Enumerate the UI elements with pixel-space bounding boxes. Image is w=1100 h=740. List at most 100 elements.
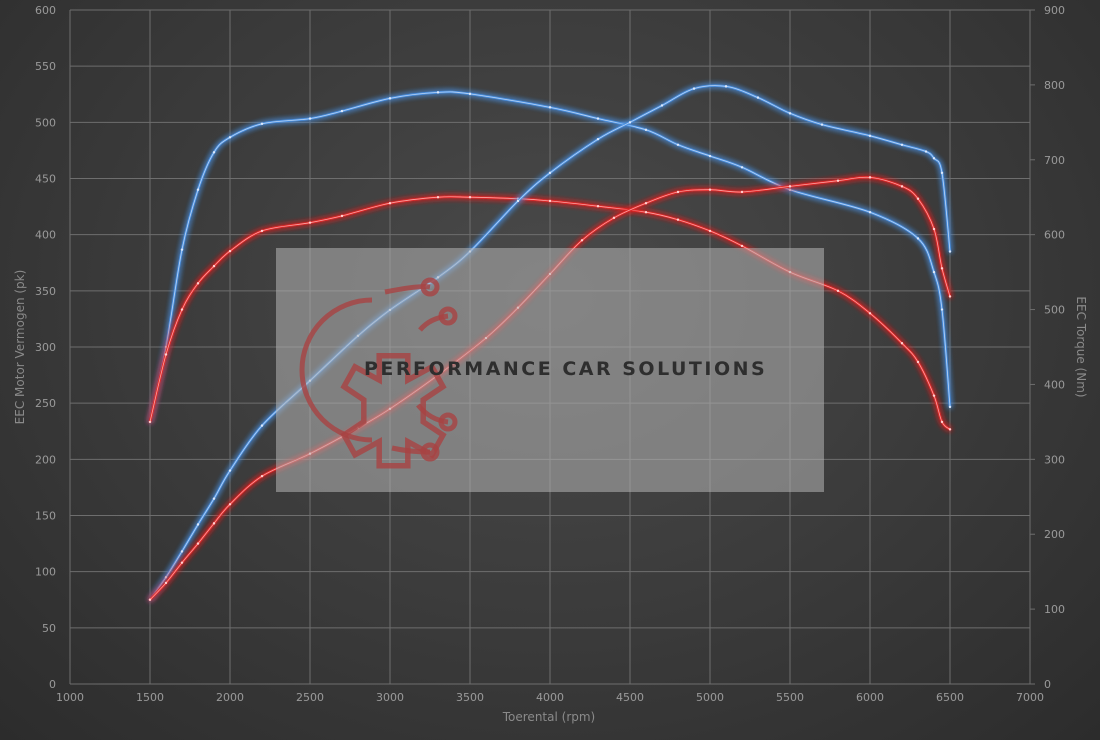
data-point	[740, 166, 744, 169]
right-tick-label: 300	[1044, 453, 1065, 466]
watermark: PERFORMANCE CAR SOLUTIONS	[276, 248, 824, 492]
series-highlight-torque_tuned	[149, 91, 951, 422]
series-highlight-power_tuned	[149, 85, 951, 601]
left-axis-ticks: 0 50 100 150 200 250 300 350 400 450 500 550 600	[35, 4, 56, 691]
data-point	[228, 136, 232, 139]
data-point	[900, 342, 904, 345]
x-tick-label: 2000	[216, 691, 244, 704]
data-point	[164, 345, 168, 349]
right-tick-label: 700	[1044, 154, 1065, 167]
x-tick-label: 3500	[456, 691, 484, 704]
data-point	[948, 428, 952, 431]
data-point	[932, 227, 936, 231]
data-point	[148, 598, 152, 601]
data-point	[868, 211, 872, 214]
data-point	[900, 143, 904, 146]
left-tick-label: 600	[35, 4, 56, 17]
data-point	[340, 109, 344, 113]
x-tick-label: 6500	[936, 691, 964, 704]
data-point	[212, 522, 216, 525]
left-tick-label: 100	[35, 566, 56, 579]
data-point	[212, 264, 216, 268]
data-point	[436, 91, 440, 94]
data-point	[644, 128, 648, 132]
data-point	[740, 244, 744, 248]
left-tick-label: 300	[35, 341, 56, 354]
data-point	[868, 176, 872, 179]
left-tick-label: 250	[35, 397, 56, 410]
data-point	[916, 360, 920, 364]
left-tick-label: 500	[35, 116, 56, 129]
data-point	[676, 218, 680, 221]
data-point	[164, 581, 168, 585]
x-tick-label: 1000	[56, 691, 84, 704]
data-point	[196, 282, 200, 285]
data-point	[724, 85, 728, 88]
right-tick-label: 500	[1044, 304, 1065, 317]
data-point	[180, 308, 184, 311]
data-point	[948, 250, 952, 253]
data-point	[308, 221, 312, 224]
data-point	[820, 123, 824, 126]
data-point	[948, 295, 952, 298]
right-tick-label: 400	[1044, 378, 1065, 391]
data-point	[940, 420, 944, 424]
data-point	[212, 497, 216, 500]
data-point	[548, 199, 552, 203]
data-point	[708, 188, 712, 191]
gear-circuit-logo-icon	[299, 277, 458, 469]
data-point	[180, 561, 184, 564]
x-tick-label: 6000	[856, 691, 884, 704]
data-point	[692, 87, 696, 90]
x-axis-ticks: 1000 1500 2000 2500 3000 3500 4000 4500 5000 5500…	[56, 691, 1044, 704]
data-point	[468, 92, 472, 96]
x-axis-title: Toerental (rpm)	[502, 710, 595, 724]
data-point	[948, 405, 952, 409]
data-point	[932, 270, 936, 274]
right-tick-label: 0	[1044, 678, 1051, 691]
left-axis-title: EEC Motor Vermogen (pk)	[13, 270, 27, 425]
data-point	[708, 229, 712, 233]
left-tick-label: 350	[35, 285, 56, 298]
data-point	[196, 542, 200, 545]
data-point	[516, 199, 520, 203]
data-point	[212, 151, 216, 154]
data-point	[580, 239, 584, 242]
right-tick-label: 100	[1044, 603, 1065, 616]
right-tick-label: 800	[1044, 79, 1065, 92]
data-point	[260, 229, 264, 233]
data-point	[788, 112, 792, 115]
data-point	[676, 190, 680, 194]
data-point	[468, 196, 472, 199]
data-point	[756, 96, 760, 99]
data-point	[596, 205, 600, 208]
x-tick-label: 3000	[376, 691, 404, 704]
data-point	[260, 122, 264, 126]
left-tick-label: 550	[35, 60, 56, 73]
data-point	[228, 249, 232, 253]
data-point	[148, 420, 152, 424]
data-point	[260, 474, 264, 478]
data-point	[708, 154, 712, 158]
data-point	[868, 134, 872, 138]
right-tick-label: 900	[1044, 4, 1065, 17]
x-tick-label: 5000	[696, 691, 724, 704]
data-point	[596, 137, 600, 141]
data-point	[868, 312, 872, 315]
left-tick-label: 50	[42, 622, 56, 635]
data-point	[308, 117, 312, 120]
data-point	[164, 576, 168, 579]
data-point	[260, 424, 264, 427]
data-point	[436, 196, 440, 199]
data-point	[548, 171, 552, 175]
right-tick-label: 200	[1044, 528, 1065, 541]
data-point	[916, 237, 920, 240]
data-point	[788, 188, 792, 191]
data-point	[340, 214, 344, 218]
data-point	[940, 171, 944, 175]
data-point	[628, 121, 632, 124]
left-tick-label: 0	[49, 678, 56, 691]
data-point	[932, 157, 936, 160]
data-point	[164, 353, 168, 356]
